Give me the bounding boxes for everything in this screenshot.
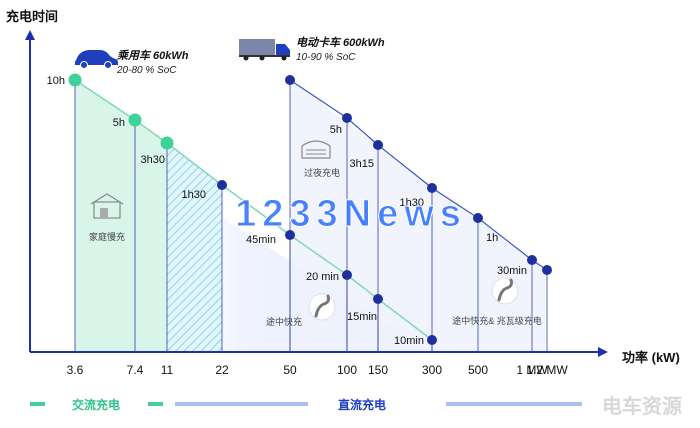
truck-area [290, 80, 545, 352]
x-tick-0: 3.6 [67, 363, 84, 377]
road-icon-1 [308, 293, 336, 321]
point-label-0-1: 5h [113, 117, 125, 129]
truck-icon [239, 39, 290, 61]
point-0-6 [373, 294, 383, 304]
x-axis-label: 功率 (kW) [622, 350, 680, 365]
x-tick-labels: 3.6 7.4 11 22 50 100 150 300 500 1 MW1.2 MW [67, 363, 569, 377]
point-1-6 [542, 265, 552, 275]
point-label-0-5: 20 min [306, 271, 339, 283]
point-0-3 [217, 180, 227, 190]
point-label-1-3: 1h30 [400, 197, 424, 209]
point-label-0-3: 1h30 [182, 189, 206, 201]
watermark-text: 1233News [235, 193, 467, 235]
point-0-5 [342, 270, 352, 280]
dc-legend-label: 直流充电 [338, 397, 386, 412]
point-labels: 10h 5h 3h30 1h30 45min 20 min 15min 10min 5h 3h15… [47, 75, 527, 347]
point-1-2 [373, 140, 383, 150]
point-label-0-7: 10min [394, 335, 424, 347]
ac-legend-label: 交流充电 [72, 397, 120, 412]
x-tick-4: 50 [283, 363, 297, 377]
point-label-0-4: 45min [246, 234, 276, 246]
car-ac-area [75, 80, 167, 352]
point-0-7 [427, 335, 437, 345]
zone-home-label: 家庭慢充 [89, 231, 125, 242]
point-label-1-2: 3h15 [350, 158, 374, 170]
brand-watermark: 电车资源 [602, 394, 682, 418]
point-1-0 [285, 75, 295, 85]
point-1-3 [427, 183, 437, 193]
point-1-5 [527, 255, 537, 265]
road-icon-2 [491, 277, 519, 305]
point-label-0-2: 3h30 [141, 154, 165, 166]
point-label-1-5: 30min [497, 265, 527, 277]
x-tick-1: 7.4 [127, 363, 144, 377]
x-tick-3: 22 [215, 363, 229, 377]
x-tick-9: 1 MW [516, 363, 548, 377]
car-ac-hatched-area [167, 143, 222, 352]
car-icon [75, 50, 118, 69]
x-tick-8: 500 [468, 363, 488, 377]
point-0-1 [128, 113, 142, 127]
data-points [68, 73, 552, 345]
depot-icon [301, 140, 331, 159]
truck-series-subtitle: 10-90 % SoC [296, 52, 356, 63]
point-label-0-6: 15min [347, 311, 377, 323]
x-tick-6: 150 [368, 363, 388, 377]
truck-series-name: 电动卡车 600kWh [296, 36, 385, 49]
zone-overnight-label: 过夜充电 [304, 167, 340, 178]
x-tick-7: 300 [422, 363, 442, 377]
drop-lines [74, 80, 548, 352]
point-0-0 [68, 73, 82, 87]
point-0-2 [160, 136, 174, 150]
point-0-4 [285, 230, 295, 240]
car-series-name: 乘用车 60kWh [117, 49, 189, 62]
point-1-1 [342, 113, 352, 123]
point-label-1-1: 5h [330, 124, 342, 136]
x-tick-5: 100 [337, 363, 357, 377]
y-axis-arrow [25, 30, 35, 40]
series-line-0 [74, 79, 433, 341]
x-axis-arrow [598, 347, 608, 357]
zone-megawatt-label: 途中快充& 兆瓦级充电 [452, 315, 542, 326]
x-tick-2: 11 [161, 363, 174, 377]
point-label-0-0: 10h [47, 75, 65, 87]
car-series-subtitle: 20-80 % SoC [116, 65, 177, 76]
y-axis-label: 充电时间 [6, 9, 58, 24]
house-charger-icon [90, 193, 124, 219]
point-1-4 [473, 213, 483, 223]
x-tick-10: 1.2 MW [526, 363, 568, 377]
point-label-1-4: 1h [486, 232, 498, 244]
zone-enroute-label: 途中快充 [266, 316, 302, 327]
